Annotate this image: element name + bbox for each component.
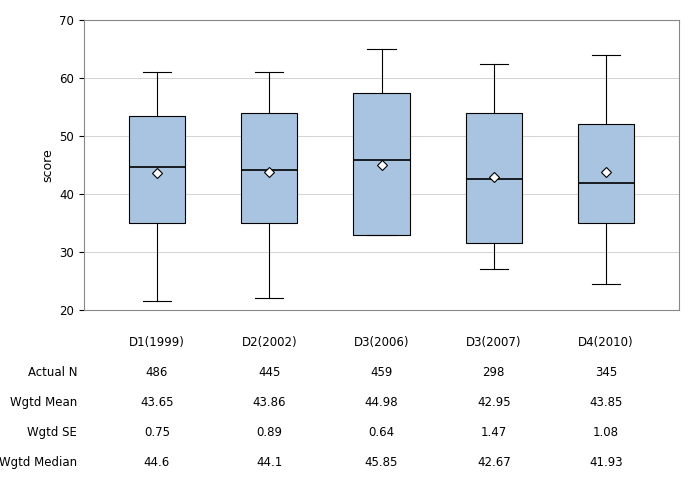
Text: 1.47: 1.47 [481,426,507,439]
PathPatch shape [466,113,522,244]
Text: D3(2007): D3(2007) [466,336,522,349]
Text: 459: 459 [370,366,393,379]
Text: 1.08: 1.08 [593,426,619,439]
Text: 43.65: 43.65 [140,396,174,409]
Text: 42.95: 42.95 [477,396,510,409]
Text: 445: 445 [258,366,281,379]
PathPatch shape [129,116,185,223]
Text: 43.86: 43.86 [253,396,286,409]
Text: 44.1: 44.1 [256,456,282,469]
Text: Wgtd SE: Wgtd SE [27,426,77,439]
Text: D1(1999): D1(1999) [129,336,185,349]
Text: 0.89: 0.89 [256,426,282,439]
Text: 486: 486 [146,366,168,379]
PathPatch shape [578,124,634,223]
Text: 45.85: 45.85 [365,456,398,469]
Text: Wgtd Median: Wgtd Median [0,456,77,469]
Text: 0.75: 0.75 [144,426,170,439]
Text: 44.6: 44.6 [144,456,170,469]
Text: D3(2006): D3(2006) [354,336,410,349]
PathPatch shape [354,92,410,234]
Text: 43.85: 43.85 [589,396,623,409]
Text: D2(2002): D2(2002) [241,336,297,349]
Text: D4(2010): D4(2010) [578,336,634,349]
Text: 41.93: 41.93 [589,456,623,469]
Text: 0.64: 0.64 [368,426,395,439]
Text: 44.98: 44.98 [365,396,398,409]
Text: 298: 298 [482,366,505,379]
Text: Wgtd Mean: Wgtd Mean [10,396,77,409]
Text: Actual N: Actual N [27,366,77,379]
Text: 42.67: 42.67 [477,456,510,469]
Y-axis label: score: score [41,148,54,182]
Text: 345: 345 [595,366,617,379]
PathPatch shape [241,113,298,223]
